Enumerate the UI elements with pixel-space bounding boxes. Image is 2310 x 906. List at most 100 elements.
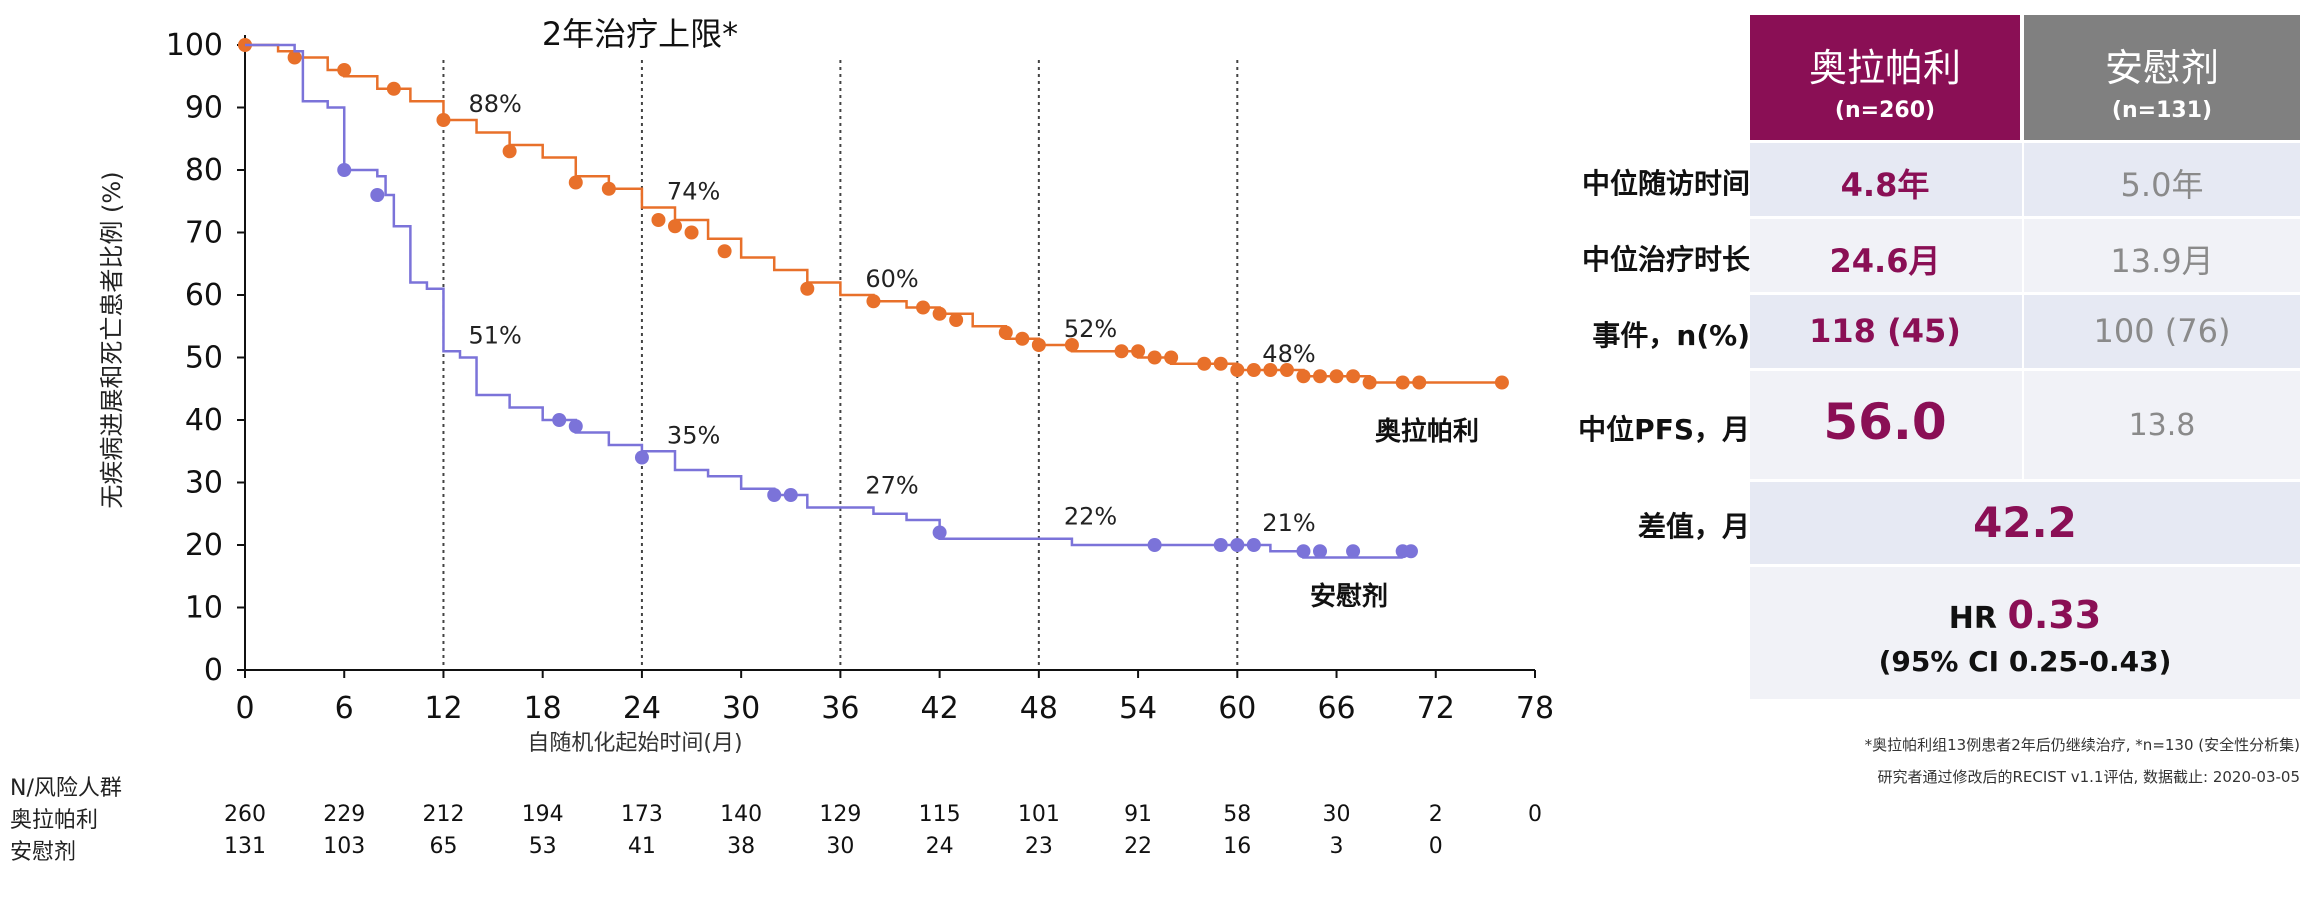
x-tick-label: 18 xyxy=(524,691,562,726)
censor-mark-0 xyxy=(1313,369,1327,384)
censor-mark-0 xyxy=(1064,338,1079,352)
pct-annotation: 21% xyxy=(1262,509,1315,537)
censor-mark-1 xyxy=(1346,544,1361,559)
censor-mark-1 xyxy=(1230,538,1245,552)
row-label-pfs: 中位PFS，月 xyxy=(1578,413,1750,446)
hr-ci: (95% CI 0.25-0.43) xyxy=(1878,645,2172,678)
x-tick-label: 30 xyxy=(722,691,760,726)
at-risk-value: 30 xyxy=(1322,802,1351,827)
header-placebo-name: 安慰剂 xyxy=(2104,46,2219,90)
at-risk-value: 30 xyxy=(826,834,855,859)
pct-annotation: 88% xyxy=(468,90,521,118)
censor-mark-1 xyxy=(1296,544,1311,559)
reference-lines xyxy=(442,60,1239,670)
censor-mark-0 xyxy=(1395,375,1410,390)
censor-mark-0 xyxy=(1015,331,1030,346)
series-line-0 xyxy=(245,43,1502,384)
y-tick-label: 30 xyxy=(185,466,223,501)
row-label-events: 事件，n(%) xyxy=(1592,319,1750,352)
pct-annotation: 60% xyxy=(865,265,918,293)
censor-mark-0 xyxy=(337,63,352,77)
censor-mark-1 xyxy=(1313,544,1327,559)
censor-mark-0 xyxy=(1213,356,1228,371)
at-risk-value: 16 xyxy=(1223,834,1252,859)
y-axis-label: 无疾病进展和死亡患者比例 (%) xyxy=(98,171,126,508)
pct-annotation: 27% xyxy=(865,471,918,499)
y-tick-label: 10 xyxy=(185,591,223,626)
censor-mark-0 xyxy=(1114,344,1129,359)
censor-mark-0 xyxy=(1279,363,1294,377)
y-tick-label: 0 xyxy=(204,653,223,688)
censor-mark-0 xyxy=(866,294,881,309)
censor-mark-0 xyxy=(1246,363,1261,377)
censor-mark-1 xyxy=(1213,538,1228,552)
at-risk-value: 41 xyxy=(627,834,656,859)
at-risk-value: 23 xyxy=(1024,834,1053,859)
at-risk-value: 140 xyxy=(720,802,763,827)
x-tick-label: 72 xyxy=(1417,691,1455,726)
at-risk-value: 229 xyxy=(323,802,366,827)
hr-value: 0.33 xyxy=(2007,593,2102,637)
at-risk-value: 91 xyxy=(1124,802,1153,827)
x-axis-label: 自随机化起始时间(月) xyxy=(527,731,742,756)
censor-mark-0 xyxy=(1230,363,1245,377)
x-tick-label: 54 xyxy=(1119,691,1157,726)
at-risk-value: 103 xyxy=(323,834,366,859)
row-label-difference: 差值，月 xyxy=(1637,510,1750,543)
censor-mark-1 xyxy=(1147,538,1162,552)
at-risk-value: 129 xyxy=(819,802,862,827)
x-tick-label: 24 xyxy=(623,691,661,726)
header-olaparib-n: (n=260) xyxy=(1834,98,1936,123)
x-tick-label: 60 xyxy=(1218,691,1256,726)
followup-placebo: 5.0年 xyxy=(2120,166,2204,204)
censor-mark-0 xyxy=(1296,369,1311,384)
censor-mark-0 xyxy=(386,81,401,96)
pct-annotation: 52% xyxy=(1064,315,1117,343)
row-label-duration: 中位治疗时长 xyxy=(1581,243,1750,276)
series-line-1 xyxy=(245,43,1403,559)
at-risk-value: 131 xyxy=(224,834,266,859)
x-tick-label: 78 xyxy=(1516,691,1554,726)
censor-mark-0 xyxy=(651,213,666,227)
x-tick-label: 12 xyxy=(424,691,462,726)
pct-annotation: 35% xyxy=(667,421,720,449)
censor-mark-1 xyxy=(552,413,567,427)
y-tick-label: 90 xyxy=(185,91,223,126)
at-risk-value: 212 xyxy=(422,802,465,827)
censor-mark-1 xyxy=(767,488,782,502)
at-risk-table: N/风险人群 奥拉帕利 安慰剂 260 229 212 194 173 140 129 115… xyxy=(0,770,1600,900)
header-placebo: 安慰剂 (n=131) xyxy=(2024,15,2300,140)
at-risk-value: 3 xyxy=(1329,834,1344,859)
censor-mark-0 xyxy=(1346,369,1361,384)
censor-mark-0 xyxy=(1197,356,1212,371)
censor-mark-0 xyxy=(932,306,947,321)
row-label-followup: 中位随访时间 xyxy=(1581,167,1750,200)
y-tick-label: 70 xyxy=(185,216,223,251)
censor-mark-0 xyxy=(949,313,964,327)
y-tick-label: 20 xyxy=(185,528,223,563)
hr-label: HR xyxy=(1948,601,1997,636)
censor-mark-0 xyxy=(1031,338,1046,352)
censor-mark-1 xyxy=(932,525,947,540)
events-placebo: 100 (76) xyxy=(2093,312,2231,350)
footnote-1: *奥拉帕利组13例患者2年后仍继续治疗, *n=130 (安全性分析集) xyxy=(1864,736,2300,754)
censor-mark-0 xyxy=(502,144,517,159)
at-risk-header: N/风险人群 xyxy=(10,776,122,801)
series-layer xyxy=(238,38,1509,559)
at-risk-value: 173 xyxy=(620,802,663,827)
at-risk-value: 65 xyxy=(429,834,458,859)
at-risk-value: 0 xyxy=(1428,834,1443,859)
at-risk-value: 22 xyxy=(1124,834,1153,859)
at-risk-value: 58 xyxy=(1223,802,1252,827)
series-label-placebo: 安慰剂 xyxy=(1310,582,1388,612)
censor-mark-0 xyxy=(684,225,699,240)
censor-mark-0 xyxy=(1494,375,1509,390)
km-chart: 0 10 20 30 40 50 60 70 80 90 100 0 6 12 18 24 30 36 42 48 54… xyxy=(98,15,1554,756)
censor-mark-0 xyxy=(1164,350,1179,365)
duration-placebo: 13.9月 xyxy=(2110,242,2214,280)
y-tick-label: 60 xyxy=(185,278,223,313)
at-risk-value: 24 xyxy=(925,834,954,859)
at-risk-value: 53 xyxy=(528,834,557,859)
censor-mark-0 xyxy=(1147,350,1162,365)
header-placebo-n: (n=131) xyxy=(2111,98,2213,123)
